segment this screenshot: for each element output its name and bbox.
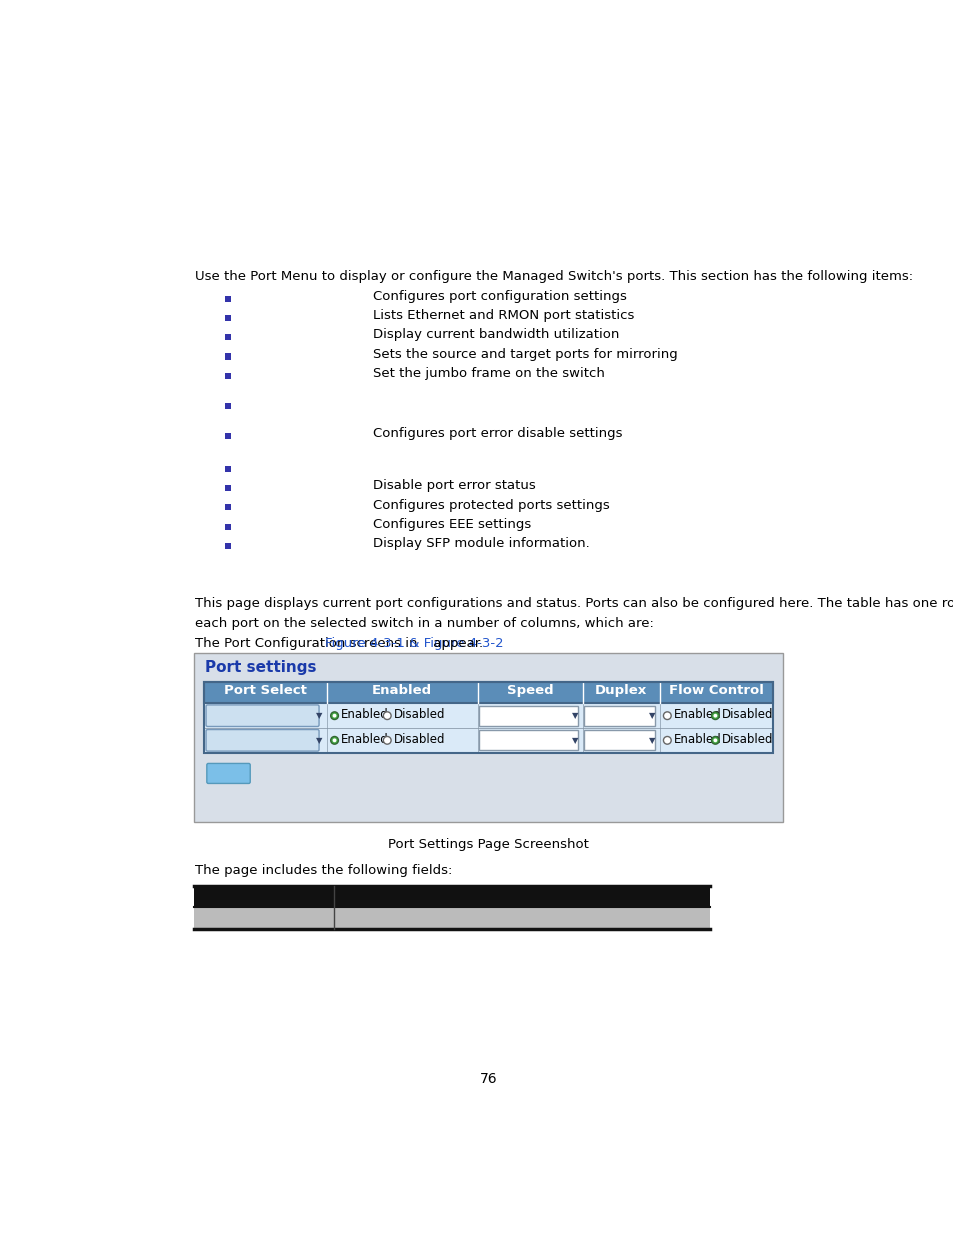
Bar xyxy=(224,373,231,379)
Text: Fiber Ports: Fiber Ports xyxy=(212,732,274,746)
Circle shape xyxy=(711,711,719,720)
Text: appear.: appear. xyxy=(428,637,482,650)
Text: Figure 4-3-1 & Figure 4-3-2: Figure 4-3-1 & Figure 4-3-2 xyxy=(325,637,503,650)
Circle shape xyxy=(662,711,671,720)
Text: Speed: Speed xyxy=(506,684,553,697)
Bar xyxy=(224,403,231,409)
Text: Port settings: Port settings xyxy=(205,661,316,676)
Text: Full: Full xyxy=(588,732,608,746)
Circle shape xyxy=(331,736,338,745)
Circle shape xyxy=(662,736,671,745)
Circle shape xyxy=(713,714,717,718)
Bar xyxy=(224,504,231,510)
Text: Flow Control: Flow Control xyxy=(668,684,763,697)
Bar xyxy=(194,652,782,823)
Text: Enabled: Enabled xyxy=(673,708,720,721)
Text: ▼: ▼ xyxy=(571,736,578,745)
Text: Configures port error disable settings: Configures port error disable settings xyxy=(373,427,622,440)
Text: ▼: ▼ xyxy=(648,736,655,745)
Text: Lists Ethernet and RMON port statistics: Lists Ethernet and RMON port statistics xyxy=(373,309,634,322)
Text: Enabled: Enabled xyxy=(340,708,388,721)
Text: Disabled: Disabled xyxy=(393,732,444,746)
Circle shape xyxy=(383,736,391,745)
Text: Duplex: Duplex xyxy=(595,684,647,697)
Text: This page displays current port configurations and status. Ports can also be con: This page displays current port configur… xyxy=(195,597,953,610)
Bar xyxy=(194,908,709,929)
Bar xyxy=(204,727,773,752)
Bar xyxy=(204,704,773,727)
Circle shape xyxy=(713,739,717,742)
Bar xyxy=(224,466,231,472)
Bar xyxy=(224,335,231,341)
Text: ▼: ▼ xyxy=(571,711,578,720)
FancyBboxPatch shape xyxy=(584,705,655,726)
Circle shape xyxy=(333,739,336,742)
Circle shape xyxy=(331,711,338,720)
Text: Disabled: Disabled xyxy=(720,732,772,746)
Bar xyxy=(194,885,709,908)
FancyBboxPatch shape xyxy=(584,730,655,751)
FancyBboxPatch shape xyxy=(206,705,318,726)
Bar xyxy=(204,682,773,752)
Bar xyxy=(224,432,231,438)
Text: Set the jumbo frame on the switch: Set the jumbo frame on the switch xyxy=(373,367,605,380)
Text: Display SFP module information.: Display SFP module information. xyxy=(373,537,590,550)
Text: The Port Configuration screens in: The Port Configuration screens in xyxy=(195,637,421,650)
Text: Select Ports: Select Ports xyxy=(212,708,282,721)
Text: Apply: Apply xyxy=(209,766,248,779)
Text: Configures protected ports settings: Configures protected ports settings xyxy=(373,499,610,511)
Text: 76: 76 xyxy=(479,1072,497,1087)
FancyBboxPatch shape xyxy=(478,705,578,726)
Text: Enabled: Enabled xyxy=(340,732,388,746)
Text: Disabled: Disabled xyxy=(720,708,772,721)
Text: each port on the selected switch in a number of columns, which are:: each port on the selected switch in a nu… xyxy=(195,618,654,630)
Text: Enabled: Enabled xyxy=(673,732,720,746)
FancyBboxPatch shape xyxy=(206,730,318,751)
Text: Enabled: Enabled xyxy=(372,684,432,697)
Bar xyxy=(224,524,231,530)
Text: The page includes the following fields:: The page includes the following fields: xyxy=(195,864,452,877)
FancyBboxPatch shape xyxy=(207,763,250,783)
Text: Port Settings Page Screenshot: Port Settings Page Screenshot xyxy=(388,839,589,851)
Text: Auto: Auto xyxy=(482,708,510,721)
Circle shape xyxy=(333,714,336,718)
Bar xyxy=(224,353,231,359)
Text: Configures port configuration settings: Configures port configuration settings xyxy=(373,290,627,303)
Text: Sets the source and target ports for mirroring: Sets the source and target ports for mir… xyxy=(373,347,678,361)
Text: ▼: ▼ xyxy=(648,711,655,720)
Text: ▼: ▼ xyxy=(315,736,322,745)
Text: Auto: Auto xyxy=(588,708,615,721)
Text: Auto-1000M: Auto-1000M xyxy=(482,732,554,746)
Text: Disable port error status: Disable port error status xyxy=(373,479,536,493)
Bar xyxy=(224,485,231,492)
Bar xyxy=(224,543,231,550)
Text: Configures EEE settings: Configures EEE settings xyxy=(373,517,531,531)
Text: Display current bandwidth utilization: Display current bandwidth utilization xyxy=(373,329,619,341)
Bar xyxy=(204,682,773,704)
FancyBboxPatch shape xyxy=(478,730,578,751)
Text: Disabled: Disabled xyxy=(393,708,444,721)
Text: Use the Port Menu to display or configure the Managed Switch's ports. This secti: Use the Port Menu to display or configur… xyxy=(195,270,912,283)
Text: Port Select: Port Select xyxy=(224,684,307,697)
Circle shape xyxy=(383,711,391,720)
Bar xyxy=(224,295,231,301)
Circle shape xyxy=(711,736,719,745)
Text: ▼: ▼ xyxy=(315,711,322,720)
Bar xyxy=(224,315,231,321)
